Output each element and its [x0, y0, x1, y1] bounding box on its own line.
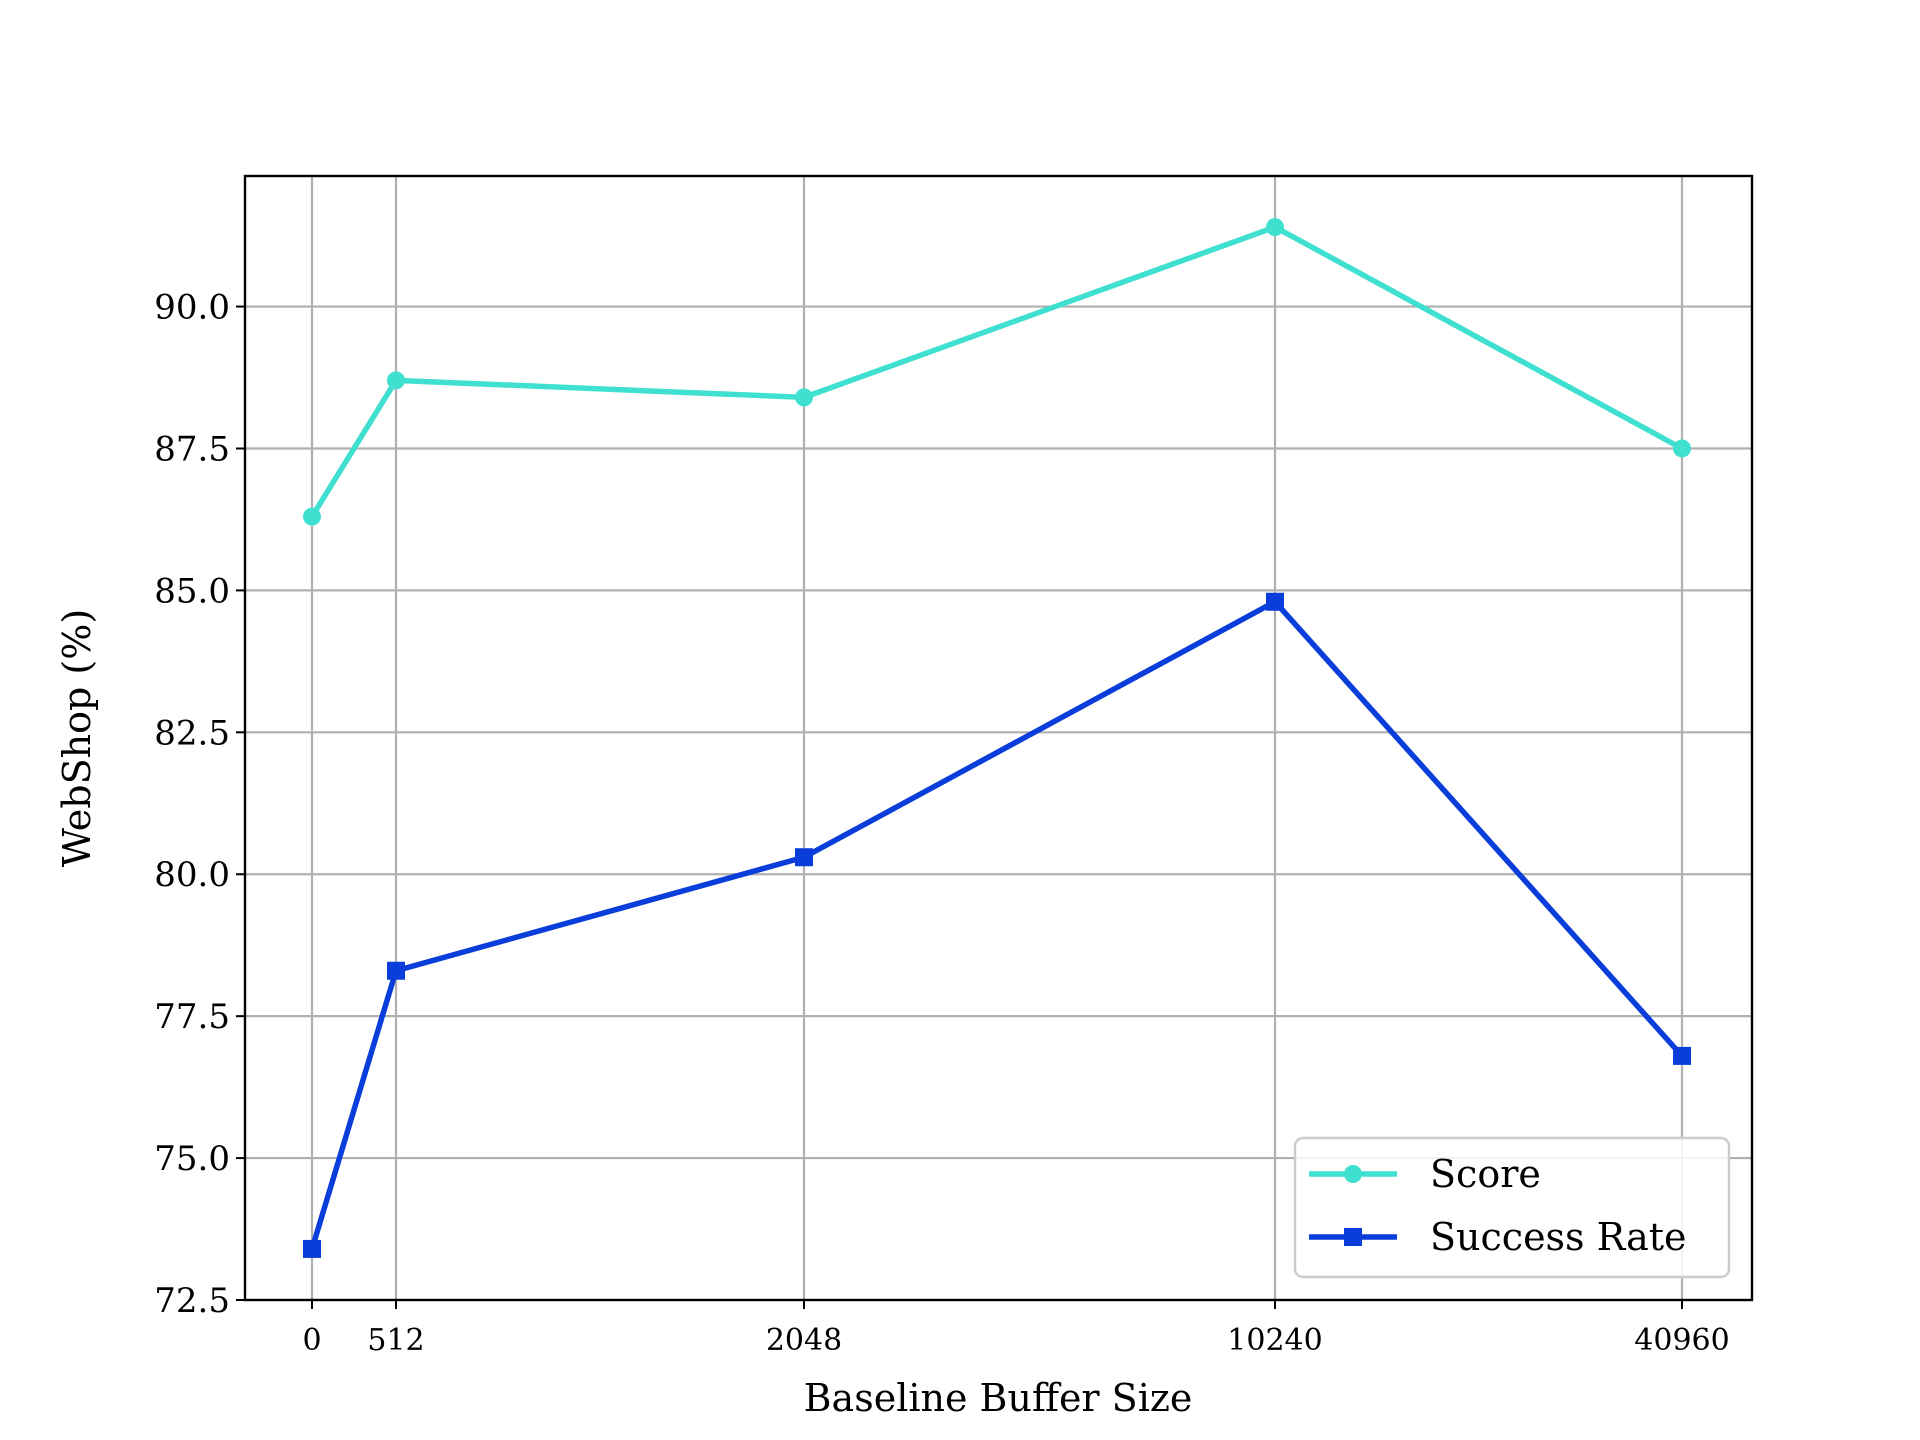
data-point-success-rate [1266, 592, 1284, 611]
grid [245, 176, 1752, 1300]
legend-label-score: Score [1430, 1152, 1541, 1196]
x-tick-label: 10240 [1227, 1323, 1322, 1358]
y-tick-label: 90.0 [154, 288, 230, 328]
data-point-success-rate [303, 1239, 321, 1258]
series-layer [303, 218, 1691, 1258]
plot-frame [243, 174, 1754, 1302]
y-tick-label: 87.5 [154, 429, 230, 469]
legend: Score Success Rate [1293, 1136, 1731, 1279]
y-tick-label: 85.0 [154, 571, 230, 611]
series-line-score [309, 224, 1684, 519]
data-point-score [1266, 218, 1284, 237]
y-axis-ticks: 72.5 75.0 77.5 80.0 82.5 85.0 87.5 90.0 [154, 288, 245, 1321]
y-tick-label: 82.5 [154, 713, 230, 753]
x-axis-ticks: 0 512 2048 10240 40960 [302, 1300, 1730, 1358]
y-axis-label: WebShop (%) [55, 609, 99, 867]
x-axis-label: Baseline Buffer Size [804, 1376, 1193, 1420]
data-point-score [387, 371, 405, 390]
x-tick-label: 512 [367, 1323, 424, 1358]
data-point-success-rate [795, 848, 813, 867]
legend-label-success-rate: Success Rate [1430, 1215, 1687, 1259]
x-tick-label: 40960 [1634, 1323, 1729, 1358]
y-tick-label: 75.0 [154, 1139, 230, 1179]
data-point-score [795, 388, 813, 407]
y-tick-label: 80.0 [154, 855, 230, 895]
data-point-success-rate [1673, 1046, 1691, 1065]
legend-box [1293, 1136, 1731, 1279]
x-tick-label: 2048 [766, 1323, 842, 1358]
legend-marker-success-rate [1344, 1228, 1362, 1246]
data-point-score [303, 507, 321, 526]
data-point-success-rate [387, 961, 405, 980]
y-tick-label: 72.5 [154, 1281, 230, 1321]
y-tick-label: 77.5 [154, 997, 230, 1037]
x-tick-label: 0 [302, 1323, 321, 1358]
data-point-score [1673, 439, 1691, 458]
legend-marker-score [1344, 1165, 1362, 1183]
